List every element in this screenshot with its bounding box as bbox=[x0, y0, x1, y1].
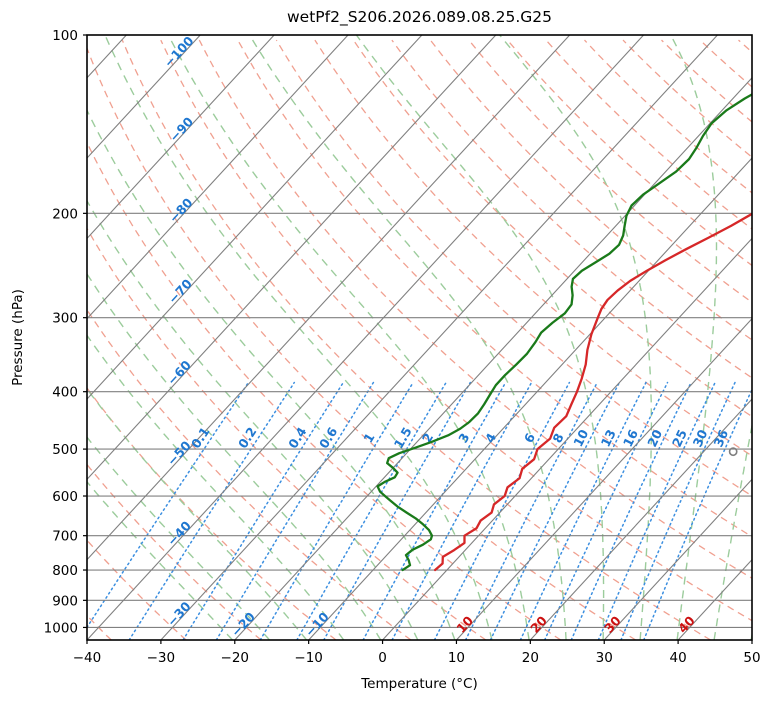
x-tick-label: 0 bbox=[378, 650, 387, 666]
isotherm bbox=[751, 639, 752, 640]
mixing-ratio-line bbox=[128, 381, 296, 640]
mixing-ratio-label: 30 bbox=[690, 427, 711, 449]
dry-adiabat bbox=[275, 39, 752, 497]
dry-adiabat bbox=[468, 39, 752, 304]
isotherm bbox=[87, 35, 423, 400]
isotherm bbox=[456, 317, 752, 640]
dry-adiabat bbox=[507, 39, 752, 267]
isotherm bbox=[603, 478, 752, 640]
moist-adiabat bbox=[750, 631, 752, 640]
x-tick-label: −40 bbox=[73, 650, 102, 666]
y-tick-label: 800 bbox=[52, 563, 78, 579]
dry-adiabat bbox=[87, 141, 562, 640]
y-tick-label: 900 bbox=[52, 593, 78, 609]
isotherm bbox=[87, 35, 571, 561]
dry-adiabat bbox=[198, 39, 752, 580]
dry-adiabat bbox=[87, 386, 337, 640]
isotherm bbox=[234, 76, 752, 640]
y-tick-label: 600 bbox=[52, 489, 78, 505]
dry-adiabat bbox=[87, 46, 636, 640]
mixing-ratio-label: 10 bbox=[570, 427, 591, 450]
profile-dewpoint bbox=[376, 93, 752, 572]
isotherm bbox=[87, 35, 201, 159]
isotherm bbox=[160, 35, 718, 640]
mixing-ratio-line bbox=[323, 381, 472, 640]
mixing-ratio-line bbox=[433, 381, 571, 640]
isotherm bbox=[87, 35, 497, 481]
dry-adiabat bbox=[87, 227, 487, 640]
mixing-ratio-line bbox=[519, 381, 647, 640]
mixing-ratio-label: 20 bbox=[644, 427, 665, 449]
mixing-ratio-labels: 0.1 0.2 0.4 0.6 1 1.5 2 3 4 6 8 10 13 16 20 25 30 36 bbox=[188, 424, 731, 451]
y-tick-label: 100 bbox=[52, 28, 78, 44]
isotherm bbox=[529, 398, 752, 640]
axis-layer: −40 −30 −20 −10 0 10 20 30 40 50 100 200 300 400 500 60… bbox=[44, 28, 761, 666]
moist-adiabat bbox=[104, 35, 493, 640]
mixing-ratio-line bbox=[362, 381, 507, 640]
x-tick-label: −10 bbox=[294, 650, 323, 666]
isotherm bbox=[87, 35, 275, 240]
moist-adiabat bbox=[87, 199, 419, 640]
grid-layer bbox=[87, 35, 752, 640]
x-tick-label: 40 bbox=[670, 650, 687, 666]
x-tick-label: −20 bbox=[221, 650, 250, 666]
isotherm bbox=[382, 237, 752, 640]
mixing-ratio-label: 36 bbox=[710, 427, 731, 449]
mixing-ratio-label: 16 bbox=[620, 427, 641, 450]
mixing-ratio-line bbox=[643, 387, 752, 640]
x-tick-label: 50 bbox=[743, 650, 760, 666]
y-tick-label: 300 bbox=[52, 311, 78, 327]
y-tick-label: 700 bbox=[52, 529, 78, 545]
profile-layer bbox=[376, 93, 752, 572]
lcl-marker bbox=[728, 447, 738, 457]
y-tick-label: 200 bbox=[52, 206, 78, 222]
profile-temperature bbox=[433, 212, 752, 572]
x-tick-label: −30 bbox=[147, 650, 176, 666]
dry-adiabat bbox=[87, 463, 262, 640]
mixing-ratio-line bbox=[182, 381, 345, 640]
moist-adiabat bbox=[87, 108, 456, 640]
y-axis-label: Pressure (hPa) bbox=[10, 289, 26, 386]
mixing-ratio-line bbox=[391, 381, 533, 640]
chart-title: wetPf2_S206.2026.089.08.25.G25 bbox=[287, 8, 552, 27]
mixing-ratio-line bbox=[296, 381, 447, 640]
dry-adiabat bbox=[160, 39, 752, 622]
dry-adiabat bbox=[429, 39, 752, 341]
mixing-ratio-label: 25 bbox=[669, 427, 690, 449]
moist-adiabat bbox=[669, 35, 718, 640]
dry-adiabat bbox=[87, 539, 187, 640]
plot-frame bbox=[86, 34, 753, 641]
mixing-ratio-line bbox=[543, 381, 669, 640]
mixing-ratio-line bbox=[620, 381, 736, 640]
x-axis-label: Temperature (°C) bbox=[360, 676, 478, 692]
mixing-ratio-label: 13 bbox=[598, 427, 619, 449]
x-tick-label: 30 bbox=[596, 650, 613, 666]
mixing-ratio-line bbox=[489, 381, 621, 640]
moist-adiabat bbox=[87, 387, 308, 640]
moist-adiabat bbox=[87, 480, 234, 640]
isotherm bbox=[87, 35, 645, 640]
isotherm bbox=[308, 157, 752, 640]
mixing-ratio-line bbox=[87, 381, 250, 629]
dry-adiabat bbox=[391, 39, 752, 379]
moist-adiabat bbox=[87, 436, 271, 640]
x-tick-label: 10 bbox=[448, 650, 465, 666]
mixing-ratio-line bbox=[597, 381, 716, 640]
mixing-ratio-line bbox=[570, 381, 692, 640]
x-tick-label: 20 bbox=[522, 650, 539, 666]
y-tick-label: 400 bbox=[52, 385, 78, 401]
isotherm bbox=[87, 35, 349, 320]
mixing-ratio-line bbox=[215, 381, 375, 640]
moist-adiabat bbox=[167, 35, 530, 640]
moist-adiabat bbox=[713, 421, 752, 640]
mixing-ratio-line bbox=[464, 381, 598, 640]
y-tick-label: 500 bbox=[52, 442, 78, 458]
y-tick-label: 1000 bbox=[44, 620, 78, 636]
